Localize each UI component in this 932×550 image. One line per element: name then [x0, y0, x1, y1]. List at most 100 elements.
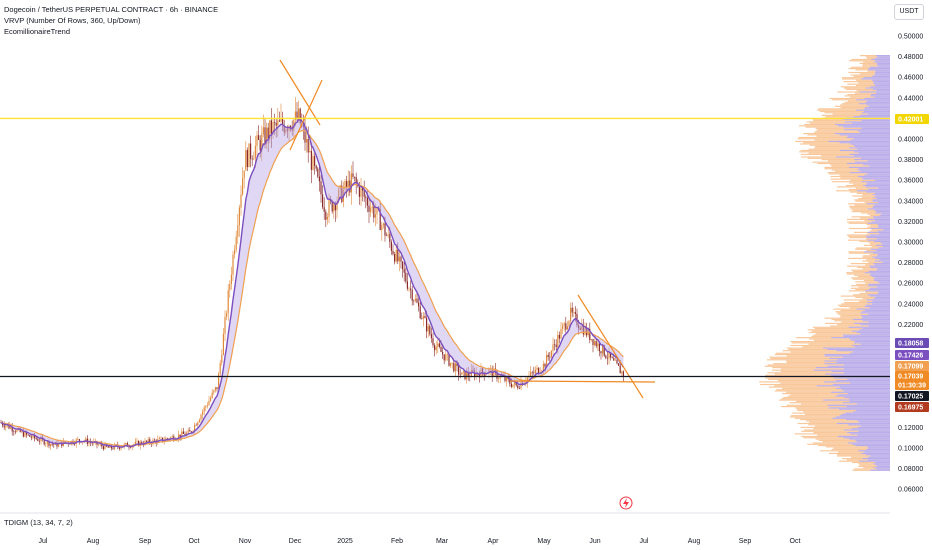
- profile-row-down: [858, 168, 890, 170]
- candle-body: [29, 435, 31, 437]
- profile-row-up: [818, 108, 864, 110]
- candle-body: [579, 328, 581, 330]
- profile-row-down: [854, 341, 890, 343]
- profile-row-down: [851, 344, 890, 347]
- profile-row-up: [858, 198, 877, 200]
- profile-row-up: [846, 218, 868, 220]
- profile-row-down: [823, 347, 890, 349]
- profile-row-up: [817, 162, 848, 165]
- profile-row-up: [810, 122, 852, 124]
- candle-body: [171, 436, 173, 438]
- profile-row-down: [870, 248, 890, 250]
- y-tick-label: 0.22000: [898, 322, 923, 329]
- candle-body: [406, 281, 408, 289]
- candle-body: [195, 424, 197, 426]
- candle-body: [104, 444, 106, 450]
- profile-row-down: [876, 55, 890, 57]
- profile-row-up: [859, 300, 873, 302]
- profile-row-up: [809, 144, 854, 146]
- price-tag-bg: [895, 391, 929, 401]
- x-tick-label: Aug: [688, 538, 701, 545]
- profile-row-down: [854, 146, 890, 148]
- trend-indicator-label[interactable]: EcomillionaireTrend: [4, 27, 70, 36]
- candle-body: [314, 156, 316, 166]
- profile-row-down: [867, 100, 890, 102]
- profile-row-down: [873, 263, 890, 265]
- profile-row-down: [848, 424, 890, 426]
- candle-body: [30, 436, 32, 438]
- profile-row-up: [801, 156, 837, 158]
- profile-row-down: [857, 434, 890, 436]
- profile-row-down: [854, 322, 890, 324]
- candle-body: [320, 181, 322, 195]
- candle-body: [251, 158, 253, 160]
- profile-row-up: [836, 190, 858, 192]
- candle-body: [99, 443, 101, 445]
- profile-row-down: [873, 83, 890, 85]
- candle-body: [5, 425, 7, 428]
- candle-body: [214, 387, 216, 391]
- profile-row-up: [838, 304, 866, 306]
- candle-body: [35, 438, 37, 440]
- candle-body: [394, 254, 396, 262]
- profile-row-down: [841, 389, 890, 391]
- candle-body: [178, 434, 180, 439]
- y-tick-label: 0.32000: [898, 219, 923, 226]
- candle-body: [309, 150, 311, 153]
- profile-row-down: [860, 131, 890, 133]
- profile-row-up: [764, 365, 828, 367]
- profile-row-up: [800, 419, 846, 421]
- candle-body: [299, 108, 301, 124]
- price-tag-label: 0.42001: [898, 117, 923, 124]
- candle-body: [387, 234, 389, 236]
- profile-row-up: [867, 226, 879, 228]
- profile-row-up: [831, 169, 858, 171]
- profile-row-down: [873, 252, 890, 254]
- profile-row-down: [875, 296, 890, 298]
- x-tick-label: Oct: [189, 538, 200, 545]
- profile-row-up: [851, 58, 872, 61]
- candle-body: [565, 323, 567, 330]
- candle-body: [69, 443, 71, 445]
- tdigm-indicator-label[interactable]: TDIGM (13, 34, 7, 2): [4, 518, 73, 527]
- profile-row-down: [862, 164, 890, 166]
- profile-row-up: [841, 77, 864, 79]
- profile-row-up: [855, 289, 869, 291]
- profile-row-up: [837, 186, 867, 188]
- profile-row-up: [840, 309, 865, 311]
- profile-row-up: [855, 200, 873, 202]
- profile-row-up: [786, 355, 825, 357]
- currency-button[interactable]: USDT: [894, 4, 924, 20]
- profile-row-up: [855, 248, 871, 250]
- profile-row-up: [835, 105, 869, 107]
- vrvp-indicator-label[interactable]: VRVP (Number Of Rows, 360, Up/Down): [4, 16, 141, 25]
- profile-row-down: [876, 269, 890, 271]
- profile-row-up: [800, 426, 858, 428]
- candle-body: [59, 441, 61, 444]
- x-tick-label: Jul: [640, 538, 649, 545]
- profile-row-up: [789, 416, 836, 418]
- profile-row-up: [849, 182, 867, 184]
- candle-body: [582, 325, 584, 335]
- profile-row-down: [862, 178, 890, 180]
- price-tag-bg: [895, 350, 929, 360]
- profile-row-down: [873, 196, 890, 198]
- candle-body: [485, 373, 487, 376]
- candle-body: [350, 173, 352, 193]
- candle-body: [286, 129, 288, 131]
- profile-row-up: [808, 343, 861, 345]
- profile-row-up: [848, 68, 869, 70]
- candle-body: [462, 371, 464, 373]
- profile-row-down: [867, 173, 890, 175]
- profile-row-down: [877, 253, 890, 256]
- candle-body: [547, 355, 549, 357]
- profile-row-down: [851, 428, 890, 430]
- candle-body: [610, 352, 612, 358]
- profile-row-down: [849, 172, 890, 174]
- candle-body: [466, 372, 468, 380]
- profile-row-down: [847, 162, 890, 165]
- profile-row-down: [863, 108, 890, 110]
- candle-body: [509, 379, 511, 384]
- profile-row-up: [774, 390, 845, 392]
